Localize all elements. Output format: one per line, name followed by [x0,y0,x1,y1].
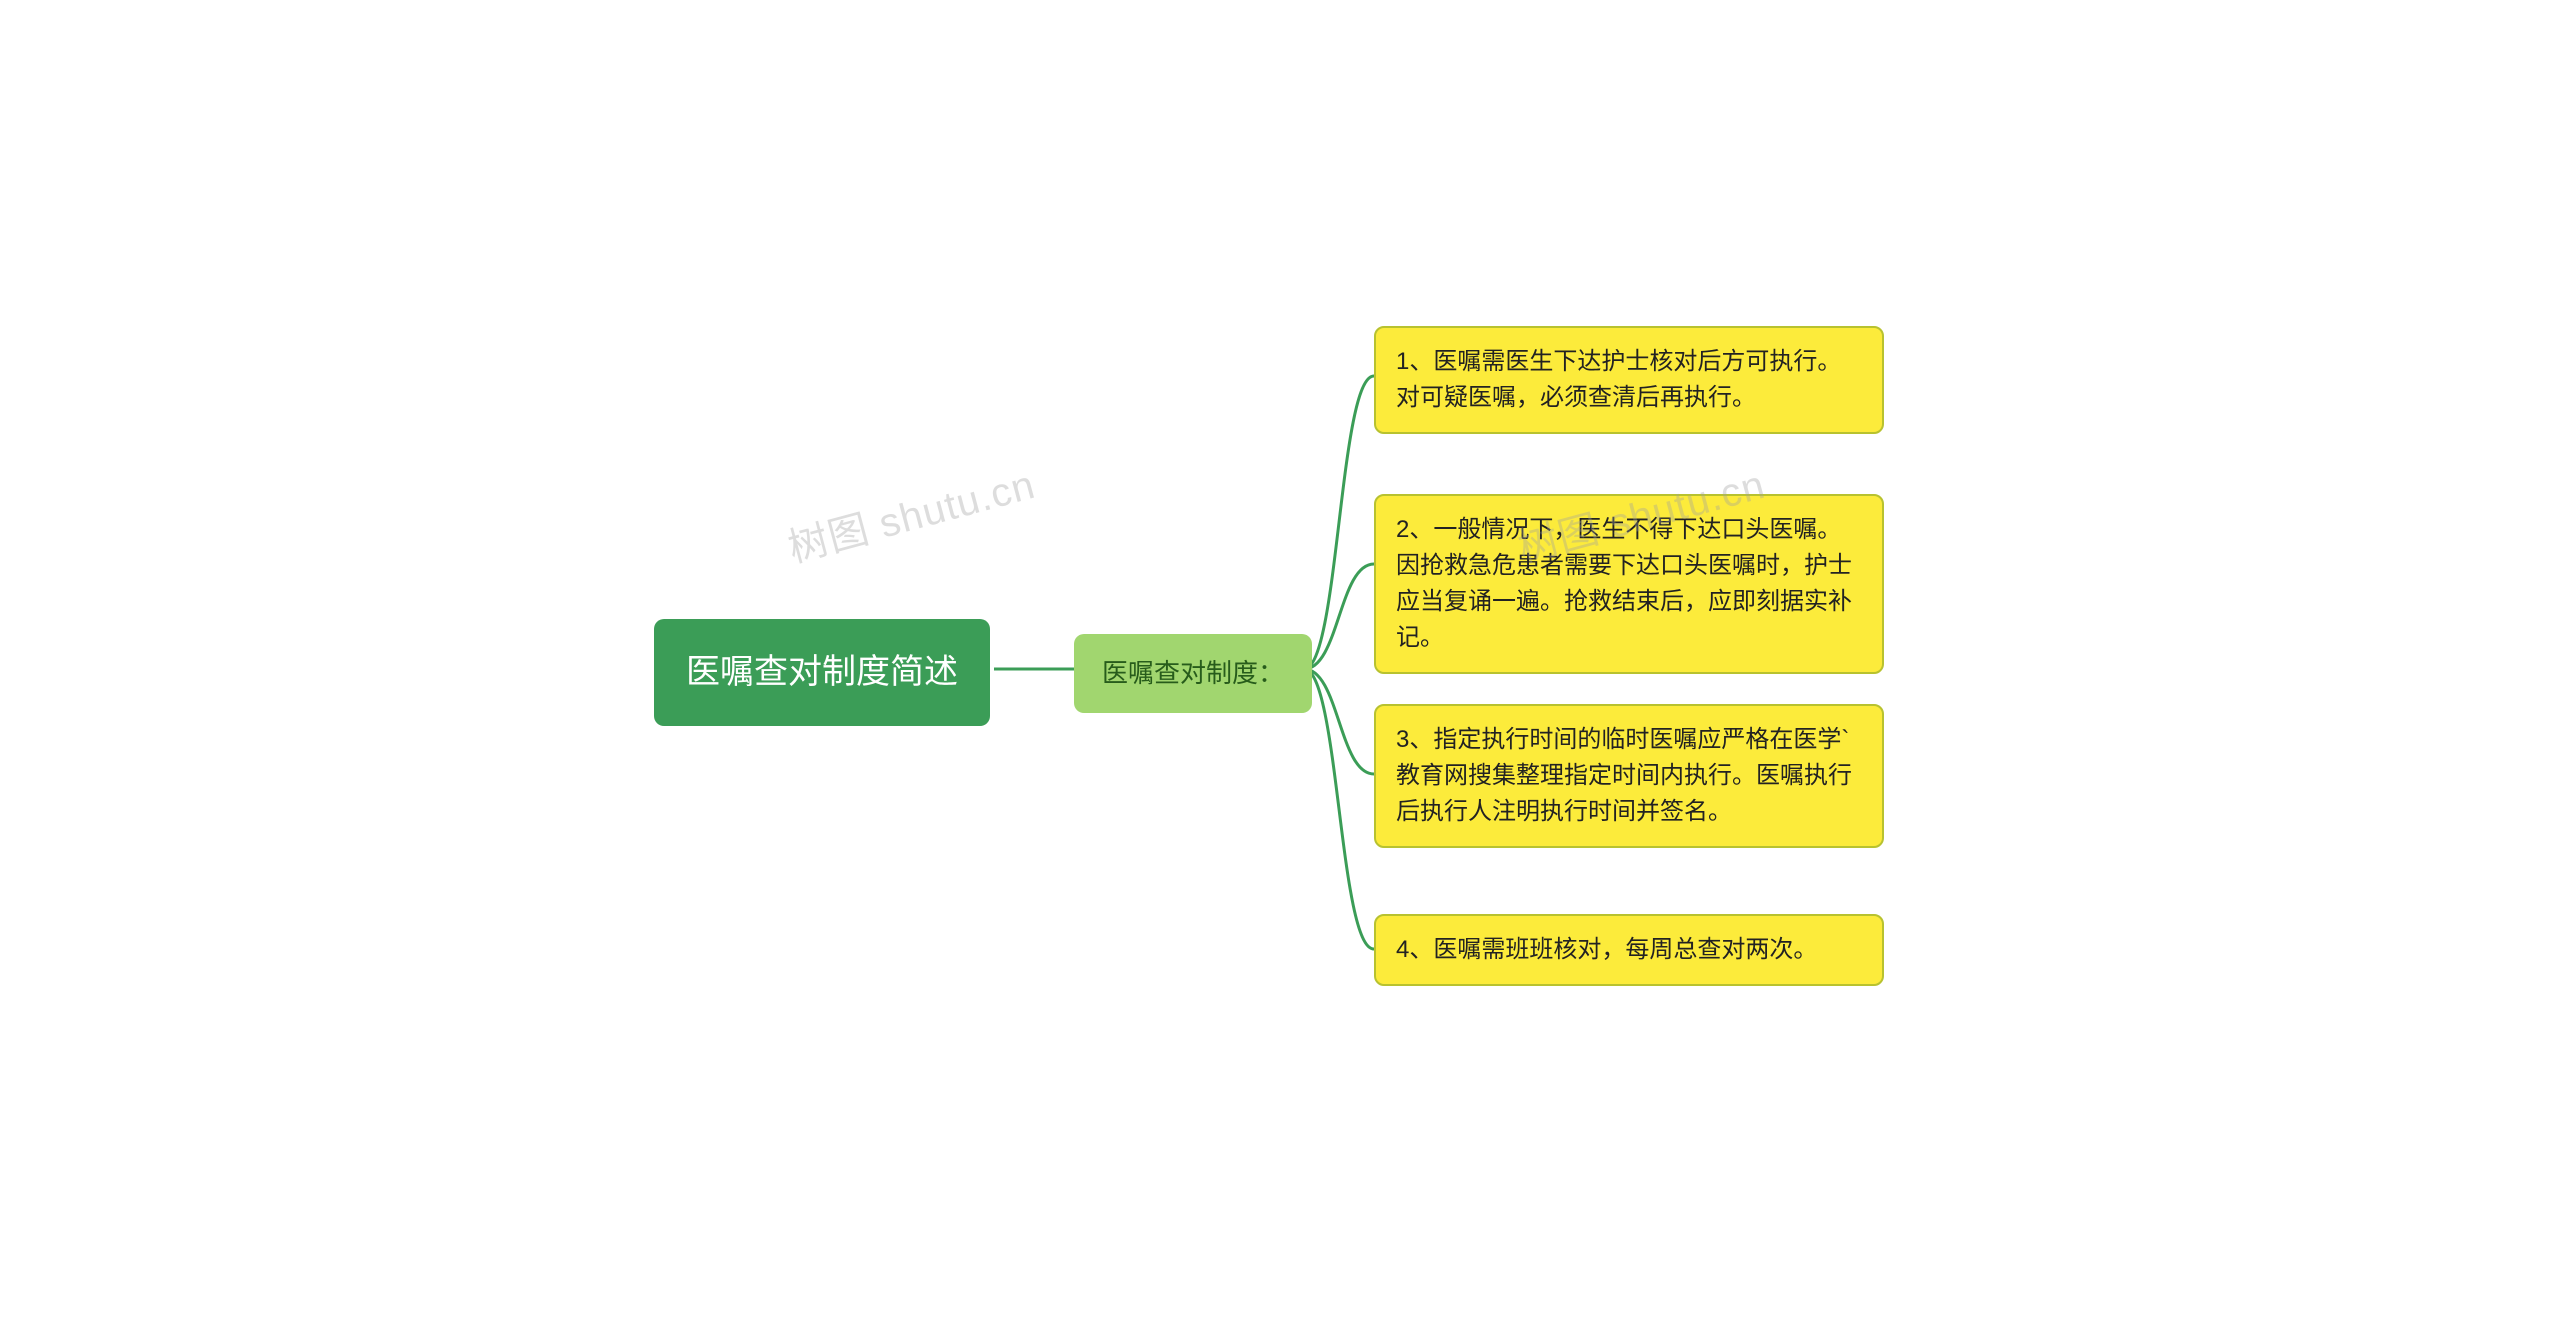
leaf-node-text: 2、一般情况下，医生不得下达口头医嘱。因抢救急危患者需要下达口头医嘱时，护士应当… [1396,512,1862,656]
leaf-node-text: 1、医嘱需医生下达护士核对后方可执行。对可疑医嘱，必须查清后再执行。 [1396,344,1862,416]
leaf-node[interactable]: 2、一般情况下，医生不得下达口头医嘱。因抢救急危患者需要下达口头医嘱时，护士应当… [1374,494,1884,674]
leaf-node-text: 4、医嘱需班班核对，每周总查对两次。 [1396,932,1817,968]
leaf-node[interactable]: 1、医嘱需医生下达护士核对后方可执行。对可疑医嘱，必须查清后再执行。 [1374,326,1884,434]
watermark: 树图 shutu.cn [781,452,1041,574]
root-node-text: 医嘱查对制度简述 [686,647,958,698]
leaf-node[interactable]: 3、指定执行时间的临时医嘱应严格在医学`教育网搜集整理指定时间内执行。医嘱执行后… [1374,704,1884,848]
leaf-node[interactable]: 4、医嘱需班班核对，每周总查对两次。 [1374,914,1884,986]
mindmap-canvas: 医嘱查对制度简述 医嘱查对制度： 1、医嘱需医生下达护士核对后方可执行。对可疑医… [544,284,2016,1044]
secondary-node-text: 医嘱查对制度： [1102,654,1284,693]
root-node[interactable]: 医嘱查对制度简述 [654,619,990,726]
secondary-node[interactable]: 医嘱查对制度： [1074,634,1312,713]
leaf-node-text: 3、指定执行时间的临时医嘱应严格在医学`教育网搜集整理指定时间内执行。医嘱执行后… [1396,722,1862,830]
